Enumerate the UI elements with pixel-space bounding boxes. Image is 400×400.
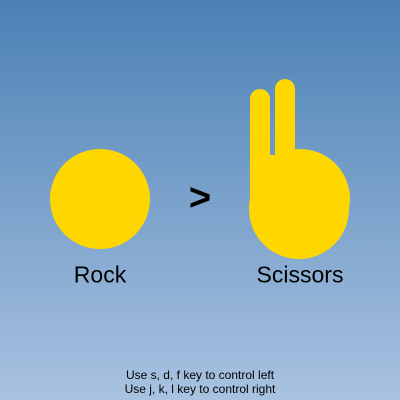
- left-controls-instruction: Use s, d, f key to control left: [125, 368, 275, 382]
- right-choice-label: Scissors: [256, 261, 344, 288]
- scissors-palm-left: [250, 155, 305, 215]
- left-choice-label: Rock: [73, 261, 127, 288]
- left-hand-rock: [50, 149, 150, 249]
- comparison-symbol: >: [188, 177, 212, 219]
- right-hand-scissors: [248, 79, 350, 259]
- right-controls-instruction: Use j, k, l key to control right: [124, 382, 276, 396]
- rock-fist-shape: [50, 149, 150, 249]
